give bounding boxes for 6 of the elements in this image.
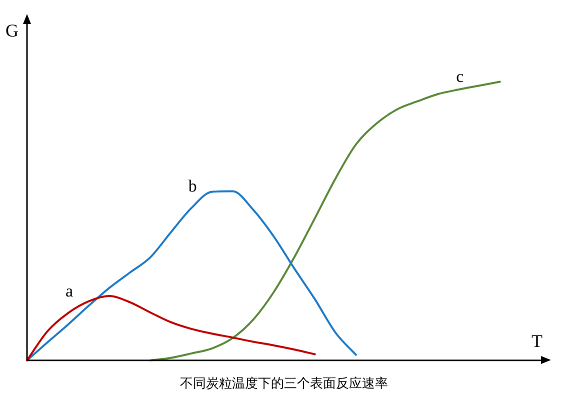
series-label: b xyxy=(188,176,197,196)
x-axis-title: T xyxy=(532,331,542,352)
series-label: a xyxy=(65,281,74,300)
text: 不同炭粒温度下的三个表面反应速率 xyxy=(180,376,388,392)
y-axis-title: G xyxy=(6,20,18,41)
series-label: c xyxy=(456,67,464,86)
